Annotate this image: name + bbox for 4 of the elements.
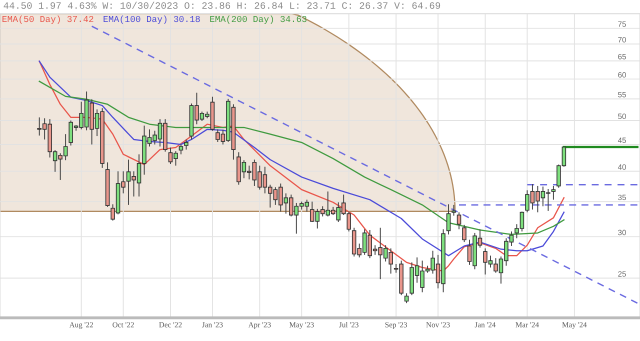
text: EMA(50 Day) 37.42	[2, 15, 94, 24]
text: EMA(100 Day) 30.18	[104, 15, 200, 24]
text: EMA(200 Day) 34.63	[210, 15, 306, 24]
chart-title: 44.50 1.97 4.63% W: 10/30/2023 O: 23.86 H: 26.84 L: 23.71 C: 26.37 V: 64.69	[4, 2, 440, 9]
